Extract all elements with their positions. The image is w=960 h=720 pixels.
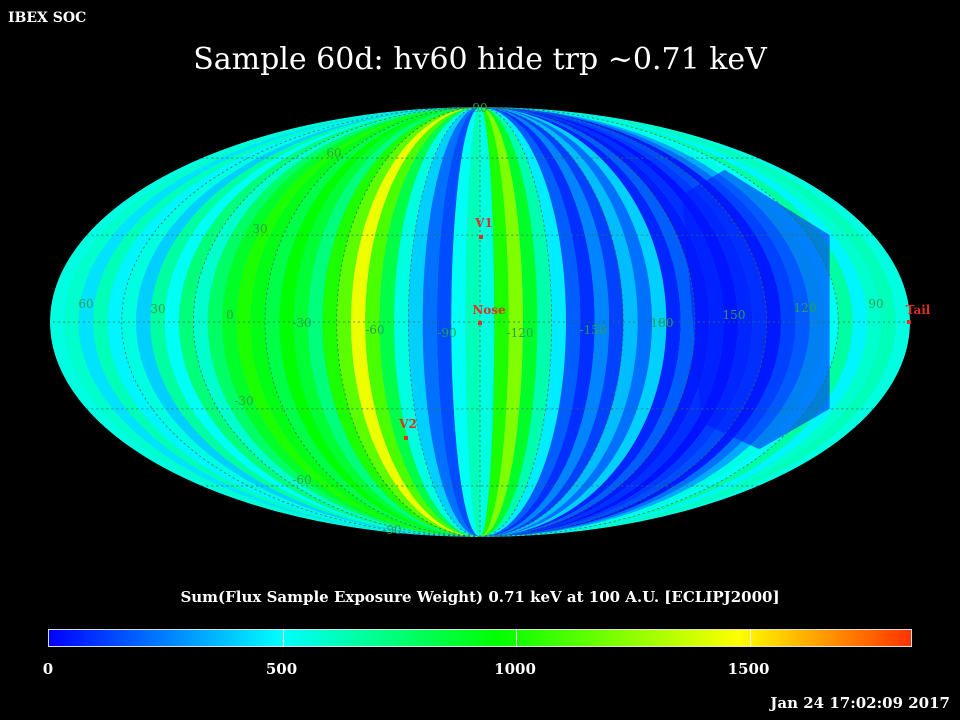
marker-v1-dot xyxy=(479,235,483,239)
longitude-label: 30 xyxy=(150,302,165,316)
flux-stripe xyxy=(480,107,566,537)
colorbar-tick-label: 1500 xyxy=(727,660,770,678)
corner-label: IBEX SOC xyxy=(8,10,87,26)
flux-stripe xyxy=(480,107,538,537)
longitude-label: 0 xyxy=(226,308,234,322)
colorbar xyxy=(48,629,912,647)
longitude-label: -60 xyxy=(365,323,384,337)
flux-stripe xyxy=(422,107,480,537)
longitude-label: -90 xyxy=(437,326,456,340)
longitude-line xyxy=(407,107,481,537)
marker-v2-dot xyxy=(404,436,408,440)
timestamp: Jan 24 17:02:09 2017 xyxy=(770,694,950,712)
flux-stripe xyxy=(480,107,523,537)
latitude-label: 30 xyxy=(252,222,267,236)
longitude-label: 90 xyxy=(868,297,883,311)
flux-stripe xyxy=(465,107,480,537)
colorbar-label: Sum(Flux Sample Exposure Weight) 0.71 ke… xyxy=(180,588,780,606)
longitude-label: 180 xyxy=(651,316,674,330)
colorbar-tick-label: 500 xyxy=(265,660,298,678)
longitude-line xyxy=(121,107,481,537)
latitude-label: -30 xyxy=(234,394,253,408)
marker-tail-label: Tail xyxy=(906,303,931,317)
marker-v2-label: V2 xyxy=(398,417,417,431)
longitude-line xyxy=(479,107,553,537)
marker-tail-dot xyxy=(907,320,911,324)
flux-stripe xyxy=(408,107,480,537)
flux-stripe xyxy=(480,107,495,537)
map-markers: V1 Nose V2 Tail xyxy=(398,216,931,440)
latitude-label: -90 xyxy=(382,523,401,537)
colorbar-tick-label: 0 xyxy=(42,660,54,678)
longitude-label: -30 xyxy=(292,316,311,330)
longitude-label: -150 xyxy=(580,323,607,337)
longitude-line xyxy=(479,107,839,537)
flux-stripe xyxy=(379,107,480,537)
longitude-line xyxy=(479,107,768,537)
marker-nose-dot xyxy=(478,321,482,325)
graticule xyxy=(50,107,910,537)
longitude-label: 120 xyxy=(794,301,817,315)
latitude-label: 90 xyxy=(472,101,487,115)
colorbar-tick xyxy=(749,630,751,646)
low-flux-region xyxy=(682,169,830,450)
grid-labels: 90 60 30 -30 -60 -90 60 30 0 -30 -60 -90 -120 -150 180… xyxy=(78,101,883,537)
longitude-line xyxy=(264,107,481,537)
longitude-label: 60 xyxy=(78,297,93,311)
longitude-line xyxy=(192,107,481,537)
colorbar-tick xyxy=(282,630,284,646)
colorbar-tick-label: 1000 xyxy=(494,660,536,678)
flux-stripe xyxy=(480,107,581,537)
latitude-label: 60 xyxy=(326,146,341,160)
longitude-line xyxy=(479,107,696,537)
marker-v1-label: V1 xyxy=(474,216,493,230)
longitude-label: 150 xyxy=(723,308,746,322)
flux-stripe xyxy=(394,107,480,537)
flux-stripe xyxy=(437,107,480,537)
colorbar-tick xyxy=(516,630,518,646)
flux-stripe xyxy=(451,107,480,537)
flux-stripe xyxy=(480,107,552,537)
map-title: Sample 60d: hv60 hide trp ~0.71 keV xyxy=(193,42,767,77)
longitude-label: -120 xyxy=(507,326,534,340)
latitude-label: -60 xyxy=(292,473,311,487)
marker-nose-label: Nose xyxy=(472,303,506,317)
